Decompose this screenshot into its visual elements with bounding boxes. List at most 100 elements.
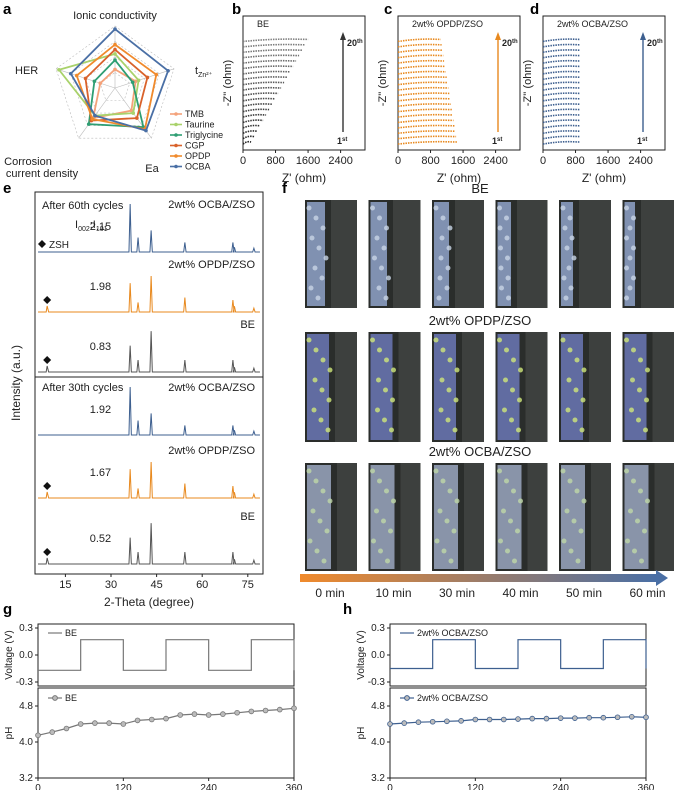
v-legend-label: 2wt% OCBA/ZSO bbox=[417, 628, 488, 638]
panel-label-c: c bbox=[384, 1, 392, 18]
f-speck-3-5-1 bbox=[567, 478, 573, 484]
eis-xtick-label-2400: 2400 bbox=[483, 155, 507, 167]
f-speck-1-1-3 bbox=[309, 235, 315, 241]
f-speck-2-2-8 bbox=[382, 417, 387, 423]
eis-curve-5 bbox=[242, 119, 264, 124]
eis-curve-15 bbox=[242, 65, 294, 70]
eis-title: 2wt% OCBA/ZSO bbox=[557, 19, 628, 29]
radar-series-taurine bbox=[57, 52, 140, 117]
eis-xlabel: Z' (ohm) bbox=[282, 171, 326, 185]
f-speck-2-5-0 bbox=[560, 337, 566, 343]
ph-ylabel: pH bbox=[356, 727, 367, 740]
xrd-trace-1 bbox=[38, 203, 260, 253]
f-speck-2-6-9 bbox=[643, 427, 648, 433]
f-speck-2-2-3 bbox=[391, 367, 396, 373]
eis-curve-16 bbox=[542, 59, 580, 64]
eis-xlabel: Z' (ohm) bbox=[582, 171, 626, 185]
f-speck-3-4-1 bbox=[504, 478, 509, 484]
f-speck-3-5-6 bbox=[578, 528, 584, 534]
f-separator-3-5 bbox=[591, 463, 611, 571]
xrd-frame bbox=[34, 191, 264, 575]
f-speck-2-1-8 bbox=[318, 417, 324, 423]
ph-point-15 bbox=[248, 708, 255, 715]
f-speck-3-4-2 bbox=[511, 488, 516, 494]
f-speck-3-1-4 bbox=[310, 508, 316, 514]
eis-curve-7 bbox=[242, 108, 270, 113]
f-speck-3-6-8 bbox=[632, 548, 637, 554]
radar-point-tmb-2 bbox=[129, 108, 134, 113]
f-speck-1-3-0 bbox=[433, 205, 439, 211]
f-speck-3-6-0 bbox=[624, 468, 629, 474]
f-speck-2-3-6 bbox=[453, 397, 459, 403]
f-deposit-1-6 bbox=[624, 202, 635, 306]
eis-xtick-label-800: 800 bbox=[421, 155, 439, 167]
f-speck-1-2-0 bbox=[370, 205, 375, 211]
eis-cycles-bottom: 1st bbox=[492, 136, 502, 146]
f-time-arrow-head bbox=[656, 570, 668, 586]
eis-curve-3 bbox=[397, 130, 456, 134]
ph-legend-marker bbox=[404, 695, 410, 701]
eis-ylabel: -Z'' (ohm) bbox=[522, 60, 534, 106]
xrd-trace-5 bbox=[38, 461, 260, 499]
f-speck-3-5-0 bbox=[560, 468, 566, 474]
panel-label-a: a bbox=[3, 1, 12, 18]
ph-point-18 bbox=[291, 705, 297, 712]
radar-point-triglycine-1 bbox=[130, 80, 135, 85]
f-speck-3-4-0 bbox=[497, 468, 502, 474]
ph-point-18 bbox=[643, 714, 649, 721]
xrd-trace-name-4: 2wt% OCBA/ZSO bbox=[168, 382, 255, 394]
eis-xtick-label-2400: 2400 bbox=[628, 155, 652, 167]
eis-curve-10 bbox=[397, 92, 450, 97]
f-speck-2-5-4 bbox=[566, 377, 572, 383]
f-speck-1-6-1 bbox=[631, 215, 636, 221]
f-speck-2-1-0 bbox=[306, 337, 312, 343]
legend-label-tmb: TMB bbox=[185, 109, 204, 119]
f-speck-2-5-5 bbox=[573, 387, 579, 393]
eis-curve-9 bbox=[542, 97, 580, 102]
f-speck-1-2-6 bbox=[379, 265, 384, 271]
f-speck-3-2-4 bbox=[374, 508, 379, 514]
radar-point-ocba-0 bbox=[113, 27, 117, 31]
eis-cycles-top-sup: th bbox=[512, 39, 518, 45]
f-speck-2-3-0 bbox=[433, 337, 439, 343]
f-speck-3-2-9 bbox=[385, 558, 390, 564]
xrd-legend-zsh: ZSH bbox=[49, 240, 69, 251]
eis-curve-8 bbox=[242, 103, 273, 107]
f-speck-1-6-6 bbox=[624, 265, 629, 271]
f-speck-3-2-1 bbox=[377, 478, 382, 484]
ph-line bbox=[37, 707, 295, 736]
f-speck-2-4-8 bbox=[509, 417, 514, 423]
xrd-ratio-sub: 002 bbox=[78, 226, 90, 233]
xrd-trace-2 bbox=[38, 275, 260, 313]
eis-curve-10 bbox=[542, 92, 580, 97]
f-speck-1-5-1 bbox=[567, 215, 573, 221]
legend-label-triglycine: Triglycine bbox=[185, 130, 223, 140]
eis-curve-6 bbox=[397, 113, 453, 118]
xrd-trace-ratio-5: 1.67 bbox=[90, 467, 111, 479]
ph-point-8 bbox=[148, 716, 155, 723]
radar-point-ocba-3 bbox=[93, 113, 97, 118]
eis-cycles-bottom: 1st bbox=[337, 136, 347, 146]
f-speck-2-6-8 bbox=[636, 417, 641, 423]
f-speck-3-5-4 bbox=[564, 508, 570, 514]
f-time-label-5: 50 min bbox=[566, 586, 602, 600]
eis-curve-19 bbox=[397, 43, 442, 48]
legend-marker-cgp bbox=[174, 143, 178, 148]
xrd-xtick-label-60: 60 bbox=[196, 579, 208, 591]
radar-point-cgp-0 bbox=[113, 47, 117, 52]
eis-cycles-top-sup: th bbox=[657, 39, 663, 45]
eis-xtick-label-0: 0 bbox=[395, 155, 401, 167]
f-separator-2-5 bbox=[589, 332, 611, 442]
f-time-arrow-bar bbox=[300, 574, 656, 582]
legend-marker-opdp bbox=[174, 154, 178, 158]
ph-ytick-label-0: 4.8 bbox=[19, 701, 33, 712]
ph-point-13 bbox=[220, 711, 226, 717]
f-speck-3-4-7 bbox=[498, 538, 503, 544]
f-speck-1-4-2 bbox=[497, 225, 503, 231]
eis-curve-5 bbox=[542, 119, 580, 124]
legend-label-cgp: CGP bbox=[185, 141, 205, 151]
f-speck-2-2-2 bbox=[384, 357, 389, 363]
radar-point-taurine-4 bbox=[57, 67, 61, 72]
f-speck-1-1-8 bbox=[308, 285, 314, 291]
f-speck-3-2-2 bbox=[384, 488, 389, 494]
